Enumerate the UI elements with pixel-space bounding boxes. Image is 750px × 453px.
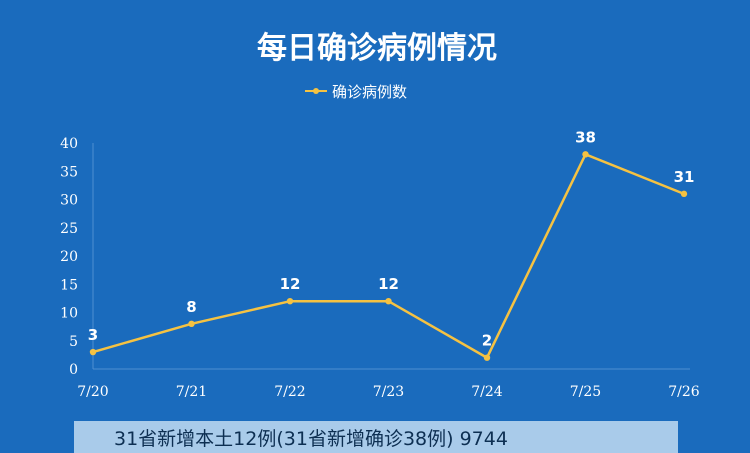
x-tick-label: 7/20 (77, 384, 108, 400)
y-tick-label: 0 (69, 362, 78, 378)
x-tick-label: 7/24 (471, 384, 503, 400)
legend: 确诊病例数 (305, 83, 407, 101)
x-tick-label: 7/25 (570, 384, 601, 400)
data-label: 38 (575, 128, 596, 146)
line-chart: 每日确诊病例情况 确诊病例数 0 5 10 15 20 25 30 35 40 7/20 7/21… (60, 31, 700, 400)
y-tick-label: 25 (60, 221, 78, 237)
data-point (89, 348, 97, 356)
y-tick-label: 40 (60, 136, 78, 152)
x-tick-label: 7/21 (176, 384, 207, 400)
data-label: 31 (674, 168, 695, 186)
y-axis-ticks: 0 5 10 15 20 25 30 35 40 (60, 136, 78, 378)
x-tick-label: 7/23 (373, 384, 404, 400)
data-label: 12 (378, 275, 399, 293)
x-tick-label: 7/26 (668, 384, 700, 400)
legend-marker (313, 88, 319, 94)
y-tick-label: 30 (60, 193, 78, 209)
caption-bar: 31省新增本土12例(31省新增确诊38例) 9744 (74, 421, 678, 453)
y-tick-label: 10 (60, 306, 78, 322)
series-line (92, 152, 685, 360)
data-label: 2 (482, 332, 492, 350)
chart-title: 每日确诊病例情况 (257, 31, 497, 66)
data-point (385, 298, 392, 305)
data-point (582, 151, 589, 158)
x-axis-ticks: 7/20 7/21 7/22 7/23 7/24 7/25 7/26 (77, 384, 700, 400)
data-point (188, 320, 195, 327)
data-label: 8 (186, 298, 196, 316)
data-point (680, 190, 688, 198)
y-tick-label: 5 (69, 334, 78, 350)
data-point (483, 354, 491, 361)
data-point (286, 298, 294, 305)
y-tick-label: 15 (60, 277, 78, 293)
x-tick-label: 7/22 (274, 384, 305, 400)
y-tick-label: 20 (60, 249, 78, 265)
legend-label: 确诊病例数 (332, 83, 407, 101)
y-tick-label: 35 (60, 164, 78, 180)
data-label: 3 (88, 326, 98, 344)
data-label: 12 (280, 275, 301, 293)
